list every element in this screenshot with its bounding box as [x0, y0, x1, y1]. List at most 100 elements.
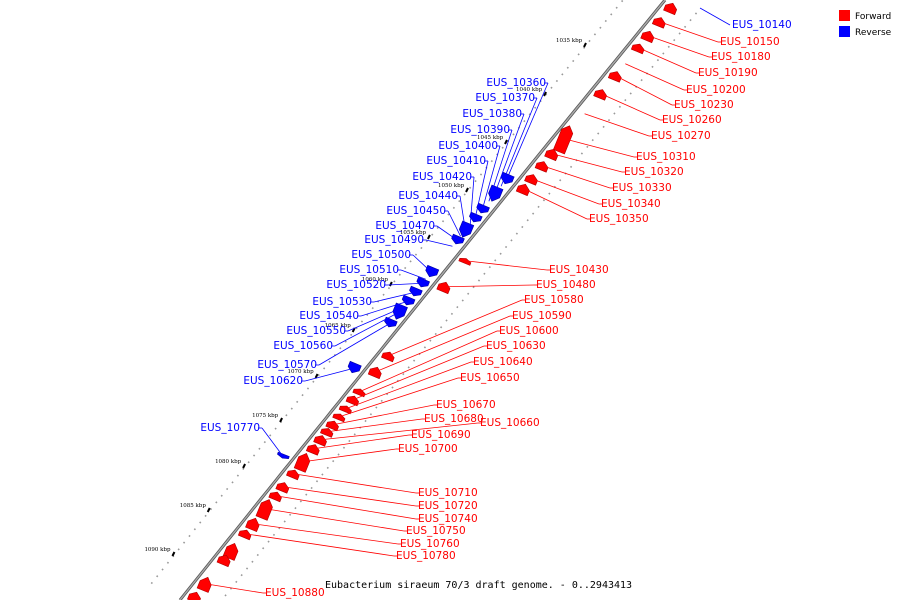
forward-gene-label[interactable]: EUS_10640	[473, 356, 533, 368]
forward-gene-label[interactable]: EUS_10230	[674, 99, 734, 111]
leader-line	[444, 284, 535, 288]
forward-gene-arrow	[216, 554, 231, 568]
leader-line	[425, 239, 453, 247]
legend-forward-swatch	[839, 10, 850, 21]
leader-line	[494, 113, 525, 195]
reverse-gene-label[interactable]: EUS_10400	[438, 140, 498, 152]
reverse-gene-label[interactable]: EUS_10510	[339, 264, 399, 276]
forward-gene-label[interactable]: EUS_10430	[549, 264, 609, 276]
forward-gene-label[interactable]: EUS_10180	[711, 51, 771, 63]
legend-forward-label: Forward	[855, 12, 891, 22]
leader-line	[436, 225, 458, 241]
forward-gene-label[interactable]: EUS_10270	[651, 130, 711, 142]
reverse-gene-label[interactable]: EUS_10390	[450, 124, 510, 136]
leader-line	[459, 195, 466, 231]
forward-gene-label[interactable]: EUS_10350	[589, 213, 649, 225]
kbp-tick-label: 1080 kbp	[215, 459, 242, 465]
leader-line	[282, 486, 417, 507]
kbp-tick-label: 1045 kbp	[477, 135, 504, 141]
reverse-gene-label[interactable]: EUS_10420	[412, 171, 472, 183]
leader-line	[245, 533, 395, 557]
reverse-gene-label[interactable]: EUS_10770	[200, 422, 260, 434]
kbp-tick	[504, 139, 508, 145]
legend: Forward Reverse	[839, 10, 892, 38]
reverse-gene-label[interactable]: EUS_10550	[286, 325, 346, 337]
forward-gene-label[interactable]: EUS_10580	[524, 294, 584, 306]
forward-gene-label[interactable]: EUS_10330	[612, 182, 672, 194]
reverse-gene-label[interactable]: EUS_10500	[351, 249, 411, 261]
forward-gene-label[interactable]: EUS_10660	[480, 417, 540, 429]
forward-gene-label[interactable]: EUS_10600	[499, 325, 559, 337]
forward-gene-label[interactable]: EUS_10760	[400, 538, 460, 550]
forward-gene-label[interactable]: EUS_10780	[396, 550, 456, 562]
kbp-tick-label: 1060 kbp	[362, 277, 389, 283]
leader-line	[352, 345, 485, 401]
forward-gene-label[interactable]: EUS_10880	[265, 587, 325, 599]
forward-gene-label[interactable]: EUS_10690	[411, 429, 471, 441]
reverse-gene-label[interactable]: EUS_10470	[375, 220, 435, 232]
forward-gene-arrow	[286, 469, 300, 481]
leader-line	[261, 427, 284, 457]
forward-gene-label[interactable]: EUS_10260	[662, 114, 722, 126]
forward-gene-label[interactable]: EUS_10630	[486, 340, 546, 352]
forward-gene-label[interactable]: EUS_10740	[418, 513, 478, 525]
reverse-gene-label[interactable]: EUS_10530	[312, 296, 372, 308]
leader-line	[500, 97, 538, 187]
forward-gene-label[interactable]: EUS_10320	[624, 166, 684, 178]
genome-caption: Eubacterium siraeum 70/3 draft genome. -…	[325, 580, 632, 591]
forward-gene-label[interactable]: EUS_10670	[436, 399, 496, 411]
forward-gene-label[interactable]: EUS_10590	[512, 310, 572, 322]
leader-line	[332, 404, 435, 426]
leader-line	[469, 176, 475, 225]
leader-line	[474, 160, 489, 219]
kbp-tick	[242, 463, 246, 469]
leader-line	[551, 153, 623, 173]
leader-line	[600, 93, 661, 121]
reverse-gene-label[interactable]: EUS_10520	[326, 279, 386, 291]
forward-gene-arrow	[524, 174, 538, 186]
forward-gene-label[interactable]: EUS_10340	[601, 198, 661, 210]
reverse-gene-label[interactable]: EUS_10620	[243, 375, 303, 387]
reverse-gene-arrow	[458, 220, 475, 238]
forward-gene-label[interactable]: EUS_10700	[398, 443, 458, 455]
leader-line	[327, 418, 423, 433]
forward-gene-label[interactable]: EUS_10680	[424, 413, 484, 425]
leader-line	[699, 7, 731, 26]
forward-gene-label[interactable]: EUS_10480	[536, 279, 596, 291]
leader-line	[359, 330, 498, 393]
forward-gene-label[interactable]: EUS_10200	[686, 84, 746, 96]
reverse-gene-label[interactable]: EUS_10490	[364, 234, 424, 246]
reverse-gene-label[interactable]: EUS_10440	[398, 190, 458, 202]
kbp-tick-label: 1055 kbp	[400, 230, 427, 236]
reverse-gene-label[interactable]: EUS_10450	[386, 205, 446, 217]
leader-line	[303, 448, 397, 463]
reverse-gene-label[interactable]: EUS_10570	[257, 359, 317, 371]
reverse-gene-label[interactable]: EUS_10560	[273, 340, 333, 352]
reverse-gene-label[interactable]: EUS_10140	[732, 19, 792, 31]
leader-line	[412, 254, 432, 273]
leader-layer	[205, 7, 731, 594]
forward-gene-label[interactable]: EUS_10710	[418, 487, 478, 499]
reverse-gene-label[interactable]: EUS_10370	[475, 92, 535, 104]
forward-gene-arrow	[305, 444, 320, 456]
reverse-gene-label[interactable]: EUS_10410	[426, 155, 486, 167]
kbp-tick	[206, 507, 211, 513]
forward-gene-label[interactable]: EUS_10750	[406, 525, 466, 537]
forward-gene-label[interactable]: EUS_10150	[720, 36, 780, 48]
forward-gene-label[interactable]: EUS_10190	[698, 67, 758, 79]
forward-gene-arrow	[436, 281, 451, 295]
leader-line	[387, 282, 423, 286]
forward-gene-arrow	[553, 125, 574, 155]
forward-gene-arrow	[630, 43, 645, 55]
forward-gene-label[interactable]: EUS_10310	[636, 151, 696, 163]
reverse-gene-label[interactable]: EUS_10360	[486, 77, 546, 89]
reverse-gene-label[interactable]: EUS_10540	[299, 310, 359, 322]
reverse-gene-label[interactable]: EUS_10380	[462, 108, 522, 120]
kbp-tick	[388, 281, 393, 287]
forward-gene-label[interactable]: EUS_10650	[460, 372, 520, 384]
forward-gene-label[interactable]: EUS_10720	[418, 500, 478, 512]
forward-gene-arrow	[268, 491, 282, 503]
reverse-gene-arrow	[392, 302, 408, 320]
leader-line	[265, 508, 405, 532]
leader-line	[205, 583, 264, 594]
